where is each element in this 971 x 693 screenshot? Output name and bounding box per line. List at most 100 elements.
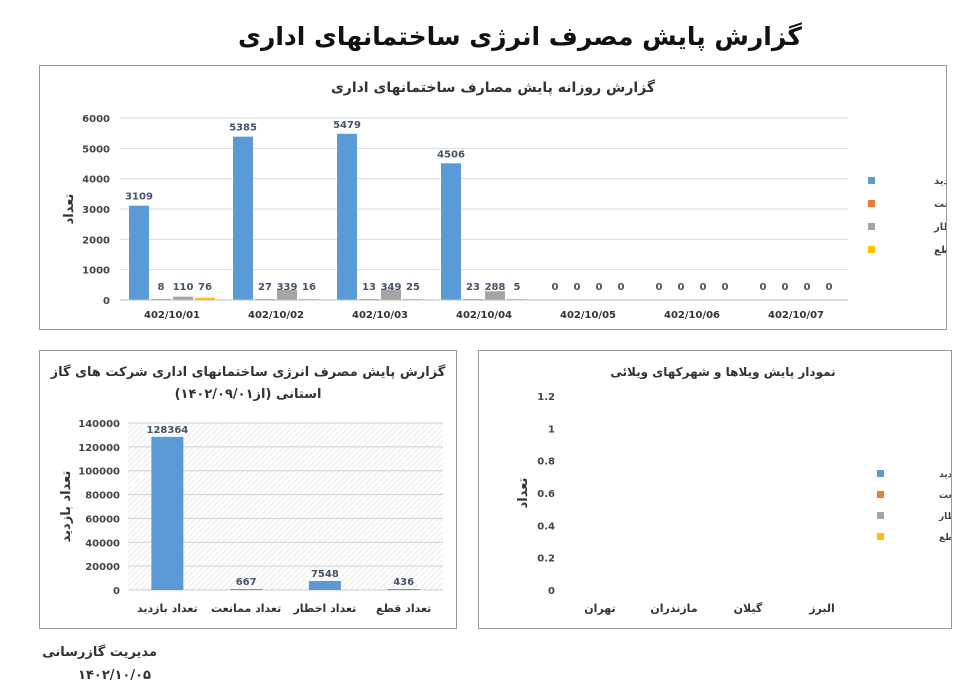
data-label: 0 xyxy=(678,282,685,293)
y-tick-label: 1.2 xyxy=(537,392,555,403)
province-chart-panel: گزارش پایش مصرف انرژی ساختمانهای اداری ش… xyxy=(39,350,457,629)
x-tick-label: 402/10/01 xyxy=(144,310,200,321)
data-label: 76 xyxy=(198,282,212,293)
data-label: 0 xyxy=(722,282,729,293)
data-label: 0 xyxy=(618,282,625,293)
x-tick-label: 402/10/03 xyxy=(352,310,408,321)
data-label: 5385 xyxy=(229,123,257,134)
data-label: 0 xyxy=(826,282,833,293)
data-label: 16 xyxy=(302,282,316,293)
bar xyxy=(173,296,193,300)
legend-entry: تعداد قطع xyxy=(939,533,951,543)
bar xyxy=(230,589,263,590)
villa-chart-panel: نمودار پایش ویلاها و شهرکهای ویلائی 0 0.2… xyxy=(478,350,952,629)
y-tick-label: 0 xyxy=(103,296,110,307)
province-chart-title: گزارش پایش مصرف انرژی ساختمانهای اداری ش… xyxy=(50,365,446,380)
province-chart-subtitle: استانی (از۱۴۰۲/۰۹/۰۱) xyxy=(174,387,322,402)
x-tick-label: 402/10/04 xyxy=(456,310,512,321)
x-tick-label: 402/10/02 xyxy=(248,310,304,321)
legend-entry: تعداد بازدید xyxy=(934,176,946,187)
x-tick-label: تعداد ممانعت xyxy=(211,602,281,615)
data-label: 0 xyxy=(700,282,707,293)
x-tick-label: 402/10/06 xyxy=(664,310,720,321)
legend-entry: تعداد اخطار xyxy=(933,222,946,233)
data-label: 5 xyxy=(514,282,521,293)
y-tick-label: 40000 xyxy=(85,538,120,549)
data-label: 25 xyxy=(406,282,420,293)
data-label: 0 xyxy=(804,282,811,293)
legend-entry: تعداد بازدید xyxy=(939,470,951,480)
legend-entry: تعداد قطع xyxy=(934,245,946,256)
y-tick-label: 6000 xyxy=(82,114,110,125)
data-label: 5479 xyxy=(333,120,361,131)
legend-entry: تعداد ممانعت xyxy=(934,199,946,210)
x-tick-label: تعداد اخطار xyxy=(292,602,356,615)
y-tick-label: 60000 xyxy=(85,514,120,525)
legend-entry: تعداد اخطار xyxy=(938,512,951,522)
data-label: 0 xyxy=(760,282,767,293)
x-tick-label: البرز xyxy=(808,602,835,615)
bar xyxy=(441,163,461,300)
y-tick-label: 140000 xyxy=(78,419,120,430)
data-label: 339 xyxy=(277,282,298,293)
bar xyxy=(195,297,215,300)
legend-swatch xyxy=(868,200,875,207)
y-tick-label: 0.2 xyxy=(537,554,555,565)
legend-swatch xyxy=(877,491,884,498)
legend-swatch xyxy=(877,512,884,519)
bar xyxy=(387,589,420,590)
y-tick-label: 80000 xyxy=(85,491,120,502)
bar xyxy=(129,205,149,300)
legend-swatch xyxy=(877,533,884,540)
bar xyxy=(151,436,184,590)
y-tick-label: 3000 xyxy=(82,205,110,216)
bar xyxy=(233,136,253,300)
data-label: 128364 xyxy=(147,425,189,436)
y-axis-label: تعداد xyxy=(62,194,77,225)
legend-swatch xyxy=(868,223,875,230)
bar xyxy=(308,580,341,590)
y-tick-label: 1000 xyxy=(82,266,110,277)
footer-org: مدیریت گازرسانی xyxy=(42,645,157,660)
bar xyxy=(337,133,357,300)
x-tick-label: تعداد بازدید xyxy=(137,602,198,615)
y-tick-label: 120000 xyxy=(78,443,120,454)
bar xyxy=(381,289,401,300)
data-label: 0 xyxy=(782,282,789,293)
data-label: 0 xyxy=(656,282,663,293)
daily-chart: 0100020003000400050006000تعداد402/10/013… xyxy=(62,114,946,321)
report-title: گزارش پایش مصرف انرژی ساختمانهای اداری xyxy=(238,22,802,51)
legend-entry: تعداد ممانعت xyxy=(939,491,951,501)
data-label: 436 xyxy=(393,577,414,588)
y-tick-label: 1 xyxy=(548,424,555,435)
x-tick-label: تعداد قطع xyxy=(376,602,431,615)
bar xyxy=(277,289,297,300)
data-label: 667 xyxy=(236,577,257,588)
data-label: 13 xyxy=(362,282,376,293)
y-tick-label: 4000 xyxy=(82,175,110,186)
data-label: 3109 xyxy=(125,192,153,203)
data-label: 23 xyxy=(466,282,480,293)
x-tick-label: 402/10/07 xyxy=(768,310,824,321)
data-label: 0 xyxy=(552,282,559,293)
y-tick-label: 100000 xyxy=(78,467,120,478)
data-label: 8 xyxy=(158,282,165,293)
data-label: 288 xyxy=(485,282,506,293)
y-tick-label: 5000 xyxy=(82,144,110,155)
data-label: 110 xyxy=(173,282,194,293)
daily-chart-panel: گزارش روزانه پایش مصارف ساختمانهای اداری… xyxy=(39,65,947,330)
legend-swatch xyxy=(868,246,875,253)
y-tick-label: 0.6 xyxy=(537,489,555,500)
data-label: 0 xyxy=(596,282,603,293)
data-label: 349 xyxy=(381,282,402,293)
y-tick-label: 0.8 xyxy=(537,457,555,468)
y-axis-label: تعداد بازدید xyxy=(59,471,74,543)
y-tick-label: 20000 xyxy=(85,562,120,573)
y-tick-label: 0 xyxy=(113,586,120,597)
daily-chart-title: گزارش روزانه پایش مصارف ساختمانهای اداری xyxy=(330,80,656,96)
data-label: 4506 xyxy=(437,149,465,160)
legend-swatch xyxy=(868,177,875,184)
province-chart: 0 20000 40000 60000 80000 100000 120000 140000 ت… xyxy=(59,419,443,615)
y-tick-label: 2000 xyxy=(82,235,110,246)
villa-chart-title: نمودار پایش ویلاها و شهرکهای ویلائی xyxy=(610,365,836,379)
